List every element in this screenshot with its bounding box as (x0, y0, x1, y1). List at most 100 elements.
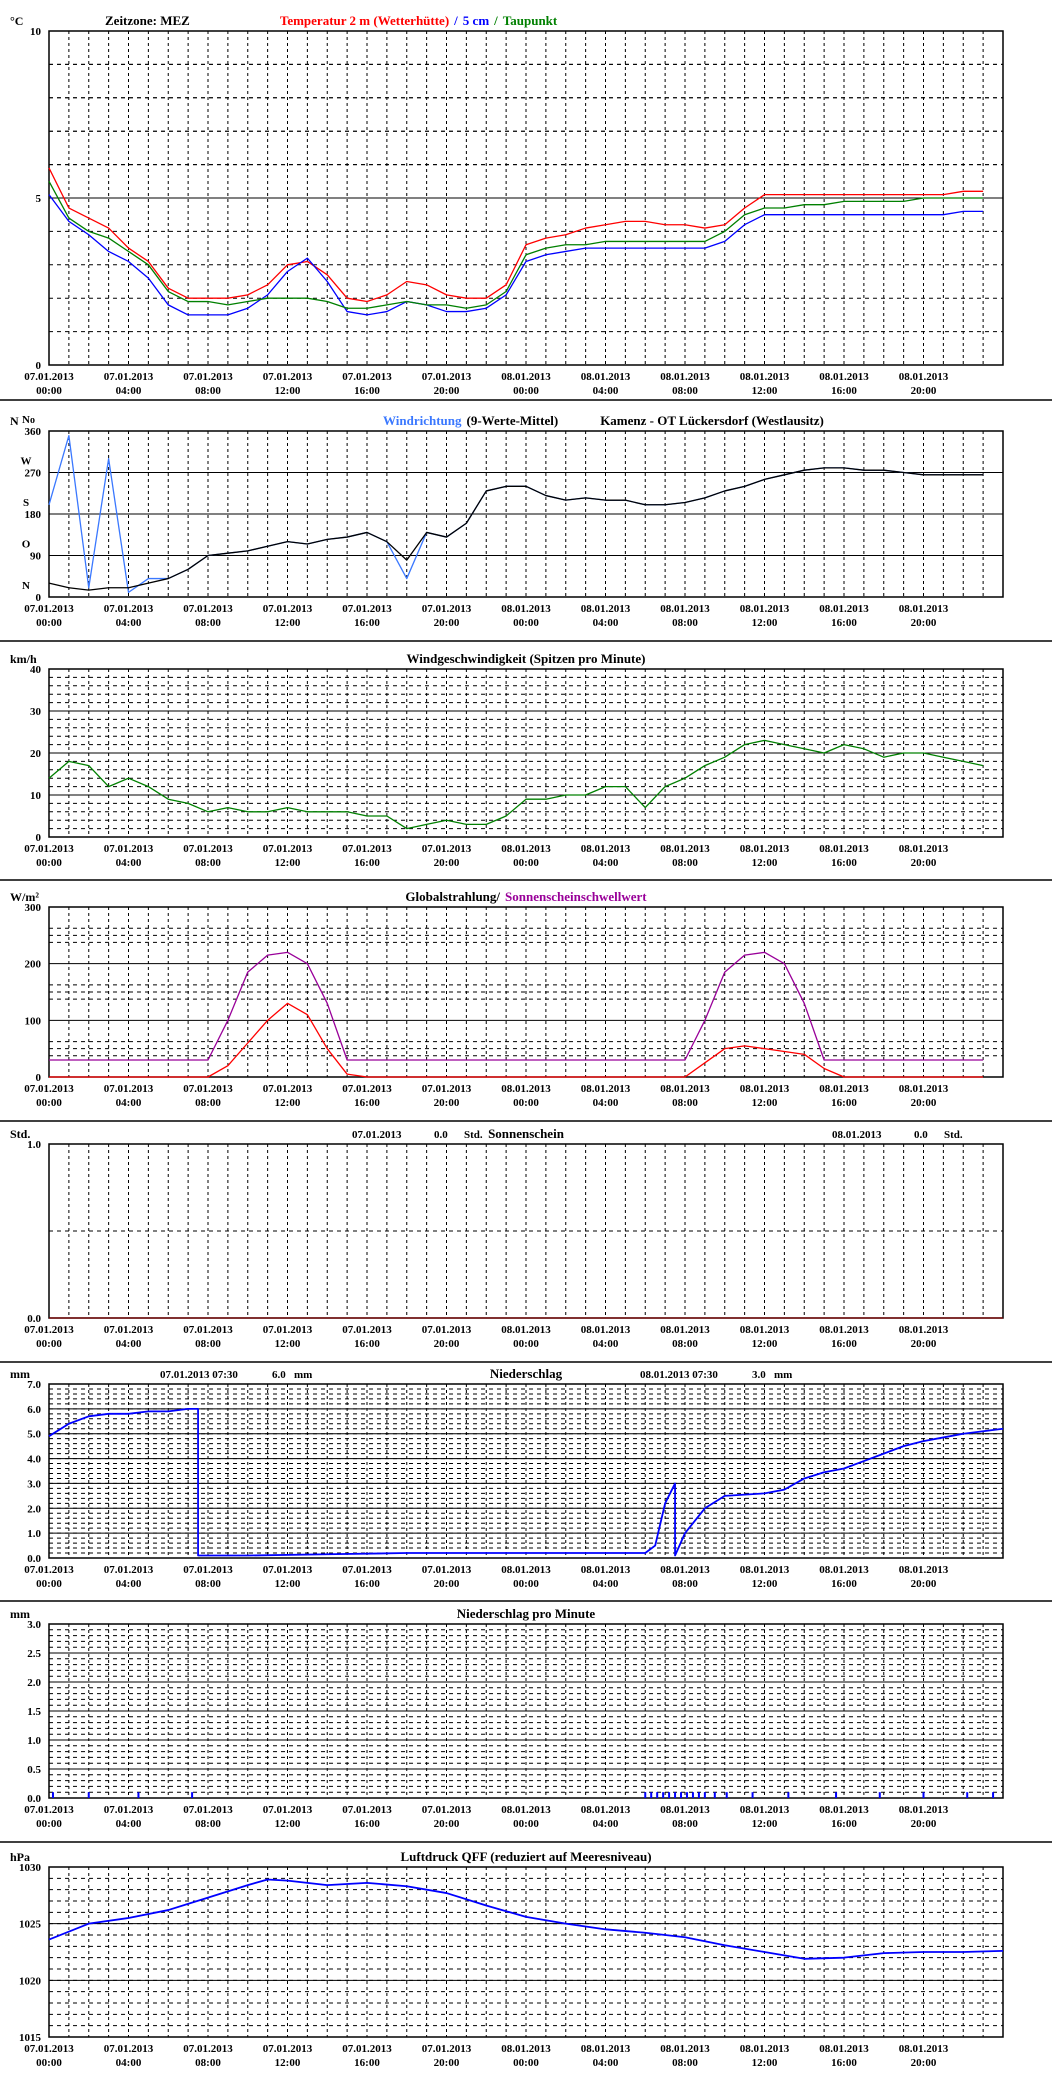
x-tick-time: 16:00 (354, 1818, 380, 1830)
x-tick-time: 12:00 (752, 385, 778, 397)
x-tick-date: 07.01.2013 (263, 371, 313, 383)
x-tick-date: 08.01.2013 (819, 1324, 869, 1336)
x-tick-time: 04:00 (116, 1818, 142, 1830)
x-tick-date: 08.01.2013 (660, 1083, 710, 1095)
y-tick-label: 0 (36, 360, 42, 372)
series-line-0 (48, 1878, 1004, 1960)
x-tick-time: 04:00 (593, 385, 619, 397)
precip-bar (966, 1792, 969, 1798)
annotation-unit: Std. (464, 1129, 483, 1141)
x-tick-date: 08.01.2013 (899, 371, 949, 383)
x-tick-date: 08.01.2013 (819, 2043, 869, 2055)
title-part: Kamenz - OT Lückersdorf (Westlausitz) (600, 413, 824, 428)
title-part: Niederschlag pro Minute (457, 1606, 596, 1621)
x-tick-time: 16:00 (831, 857, 857, 869)
x-tick-date: 08.01.2013 (819, 1804, 869, 1816)
x-tick-date: 08.01.2013 (501, 1324, 551, 1336)
x-tick-date: 07.01.2013 (24, 1564, 74, 1576)
x-tick-date: 08.01.2013 (899, 1564, 949, 1576)
x-tick-date: 07.01.2013 (24, 371, 74, 383)
y-tick-label: 1.5 (27, 1706, 41, 1718)
x-tick-time: 00:00 (36, 1097, 62, 1109)
x-tick-time: 16:00 (831, 385, 857, 397)
x-tick-time: 04:00 (116, 1097, 142, 1109)
annotation-date: 08.01.2013 07:30 (640, 1369, 718, 1381)
precip-bar (751, 1792, 754, 1798)
precipitation-panel: 0.01.02.03.04.05.06.07.0mm07.01.201300:0… (0, 1366, 1052, 1602)
x-tick-time: 16:00 (354, 1097, 380, 1109)
series-line-0 (49, 1002, 984, 1078)
x-tick-date: 08.01.2013 (660, 1564, 710, 1576)
x-tick-time: 12:00 (275, 1097, 301, 1109)
title-part: 5 cm (463, 13, 490, 28)
x-tick-time: 12:00 (752, 1338, 778, 1350)
x-tick-time: 00:00 (36, 1818, 62, 1830)
x-tick-date: 07.01.2013 (104, 843, 154, 855)
precip-bar (87, 1792, 90, 1798)
x-tick-time: 12:00 (752, 1818, 778, 1830)
precip-bar (137, 1792, 140, 1798)
x-tick-time: 04:00 (593, 857, 619, 869)
degree-mark: o (30, 415, 35, 426)
precip-bar (685, 1792, 688, 1798)
x-tick-time: 08:00 (672, 1578, 698, 1590)
x-tick-time: 12:00 (275, 385, 301, 397)
precip-bar (650, 1792, 653, 1798)
y-unit-label: mm (10, 1367, 30, 1381)
x-tick-time: 00:00 (513, 1818, 539, 1830)
x-tick-date: 08.01.2013 (899, 2043, 949, 2055)
y-unit-label: W/m² (10, 890, 39, 904)
x-tick-date: 07.01.2013 (183, 843, 233, 855)
x-tick-date: 07.01.2013 (104, 371, 154, 383)
x-tick-time: 08:00 (195, 857, 221, 869)
x-tick-date: 07.01.2013 (104, 1804, 154, 1816)
precip-bar (725, 1792, 728, 1798)
title-part: Niederschlag (490, 1366, 563, 1381)
x-tick-time: 20:00 (434, 1578, 460, 1590)
precip-bar (713, 1792, 716, 1798)
chart-title: Zeitzone: MEZ Temperatur 2 m (Wetterhütte… (105, 13, 558, 28)
x-tick-date: 07.01.2013 (24, 2043, 74, 2055)
y-tick-label: 1.0 (27, 1139, 41, 1151)
x-tick-date: 07.01.2013 (104, 1083, 154, 1095)
precip-bar (835, 1792, 838, 1798)
annotation-date: 07.01.2013 07:30 (160, 1369, 238, 1381)
x-tick-date: 08.01.2013 (581, 1564, 631, 1576)
x-tick-date: 08.01.2013 (581, 2043, 631, 2055)
x-tick-time: 08:00 (672, 1818, 698, 1830)
x-tick-date: 08.01.2013 (660, 843, 710, 855)
series-line-0 (48, 1407, 1004, 1557)
x-tick-time: 04:00 (593, 617, 619, 629)
title-part: Temperatur 2 m (Wetterhütte) (280, 13, 449, 28)
precip-bar (644, 1792, 647, 1798)
x-tick-time: 08:00 (195, 1097, 221, 1109)
y-tick-label: 0.5 (27, 1764, 41, 1776)
x-tick-time: 12:00 (275, 857, 301, 869)
x-tick-time: 16:00 (831, 1338, 857, 1350)
direction-label: N (22, 414, 30, 426)
precip-bar (680, 1792, 683, 1798)
x-tick-date: 08.01.2013 (501, 843, 551, 855)
x-tick-time: 04:00 (593, 1818, 619, 1830)
x-tick-time: 04:00 (116, 857, 142, 869)
series-line-0 (48, 739, 984, 830)
x-tick-date: 08.01.2013 (501, 603, 551, 615)
title-part: Windrichtung (383, 413, 462, 428)
x-tick-date: 07.01.2013 (342, 1564, 392, 1576)
x-tick-date: 07.01.2013 (422, 1564, 472, 1576)
chart-title: Globalstrahlung/Sonnenscheinschwellwert (405, 889, 647, 904)
x-tick-date: 07.01.2013 (342, 1804, 392, 1816)
x-tick-date: 08.01.2013 (581, 1083, 631, 1095)
y-tick-label: 0 (36, 1072, 42, 1084)
y-tick-label: 4.0 (27, 1454, 41, 1466)
y-tick-label: 2.0 (27, 1503, 41, 1515)
x-tick-time: 08:00 (672, 617, 698, 629)
x-tick-time: 04:00 (116, 1338, 142, 1350)
x-tick-time: 00:00 (513, 617, 539, 629)
precip-bar (51, 1792, 54, 1798)
x-tick-date: 07.01.2013 (263, 2043, 313, 2055)
x-tick-date: 08.01.2013 (819, 843, 869, 855)
x-tick-time: 20:00 (434, 385, 460, 397)
